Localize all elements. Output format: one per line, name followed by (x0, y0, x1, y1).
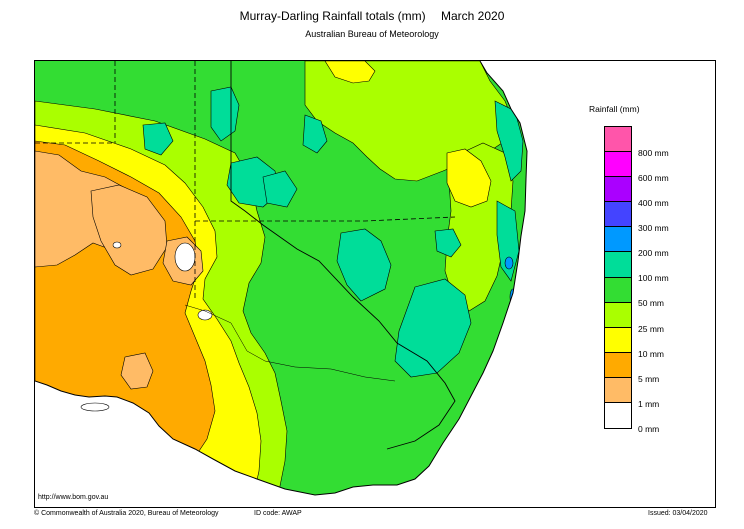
map-subtitle: Australian Bureau of Meteorology (305, 29, 439, 39)
legend-label-100: 100 mm (638, 273, 669, 283)
legend-label-200: 200 mm (638, 248, 669, 258)
legend-title: Rainfall (mm) (589, 104, 640, 114)
legend-label-0: 0 mm (638, 424, 660, 434)
legend-swatch (605, 403, 631, 429)
title-text: Murray-Darling Rainfall totals (mm) (239, 9, 426, 23)
title-period: March 2020 (441, 9, 505, 23)
rain-zone-1-5-b (90, 184, 168, 276)
legend-label-800: 800 mm (638, 148, 669, 158)
rain-zone-100-200-h (434, 228, 462, 258)
rain-zone-100-200-g (496, 200, 520, 282)
rain-zone-100-200-e (394, 278, 472, 378)
legend-swatch (605, 277, 631, 303)
legend-swatch (605, 152, 631, 178)
rain-zone-100-200-i (142, 122, 174, 156)
rainfall-map (35, 61, 715, 507)
legend-label-50: 50 mm (638, 298, 664, 308)
coastline (35, 61, 528, 496)
legend-swatch (605, 352, 631, 378)
legend-swatch (605, 377, 631, 404)
legend-swatch (605, 202, 631, 228)
rainfall-fields (35, 61, 527, 495)
product-id-code: ID code: AWAP (254, 510, 302, 517)
river-murray (184, 304, 396, 382)
legend-label-600: 600 mm (638, 173, 669, 183)
legend-label-5: 5 mm (638, 374, 660, 384)
legend-label-25: 25 mm (638, 324, 664, 334)
rain-zone-200-300-a (504, 256, 514, 270)
rain-zone-lt1-a (174, 242, 196, 272)
rain-zone-lt1-c (112, 241, 122, 249)
island-kangaroo (80, 402, 110, 412)
legend-label-400: 400 mm (638, 198, 669, 208)
legend-label-300: 300 mm (638, 223, 669, 233)
rainfall-map-frame (34, 60, 716, 508)
legend-swatch (605, 127, 631, 153)
rain-zone-100-200-d (336, 228, 392, 302)
rain-zone-100-200-j (262, 170, 298, 208)
legend-color-scale (604, 126, 632, 430)
state-border-qld-nsw (35, 142, 456, 222)
rain-zone-100-200-c (302, 114, 328, 154)
legend-swatch (605, 177, 631, 203)
legend-label-10: 10 mm (638, 349, 664, 359)
legend-swatch (605, 302, 631, 328)
basin-boundary (230, 61, 456, 450)
rain-zone-1-5-d (120, 352, 154, 390)
legend-label-1: 1 mm (638, 399, 660, 409)
legend-swatch (605, 327, 631, 353)
map-title: Murray-Darling Rainfall totals (mm) Marc… (0, 9, 744, 23)
issued-date: Issued: 03/04/2020 (648, 510, 708, 517)
rain-zone-10-25-ne (446, 148, 492, 208)
source-url[interactable]: http://www.bom.gov.au (38, 494, 109, 501)
legend-swatch (605, 227, 631, 253)
rain-zone-lt1-b (197, 309, 213, 321)
rain-zone-10-25-north (324, 61, 376, 84)
legend-swatch (605, 252, 631, 278)
copyright-notice: © Commonwealth of Australia 2020, Bureau… (34, 510, 219, 517)
